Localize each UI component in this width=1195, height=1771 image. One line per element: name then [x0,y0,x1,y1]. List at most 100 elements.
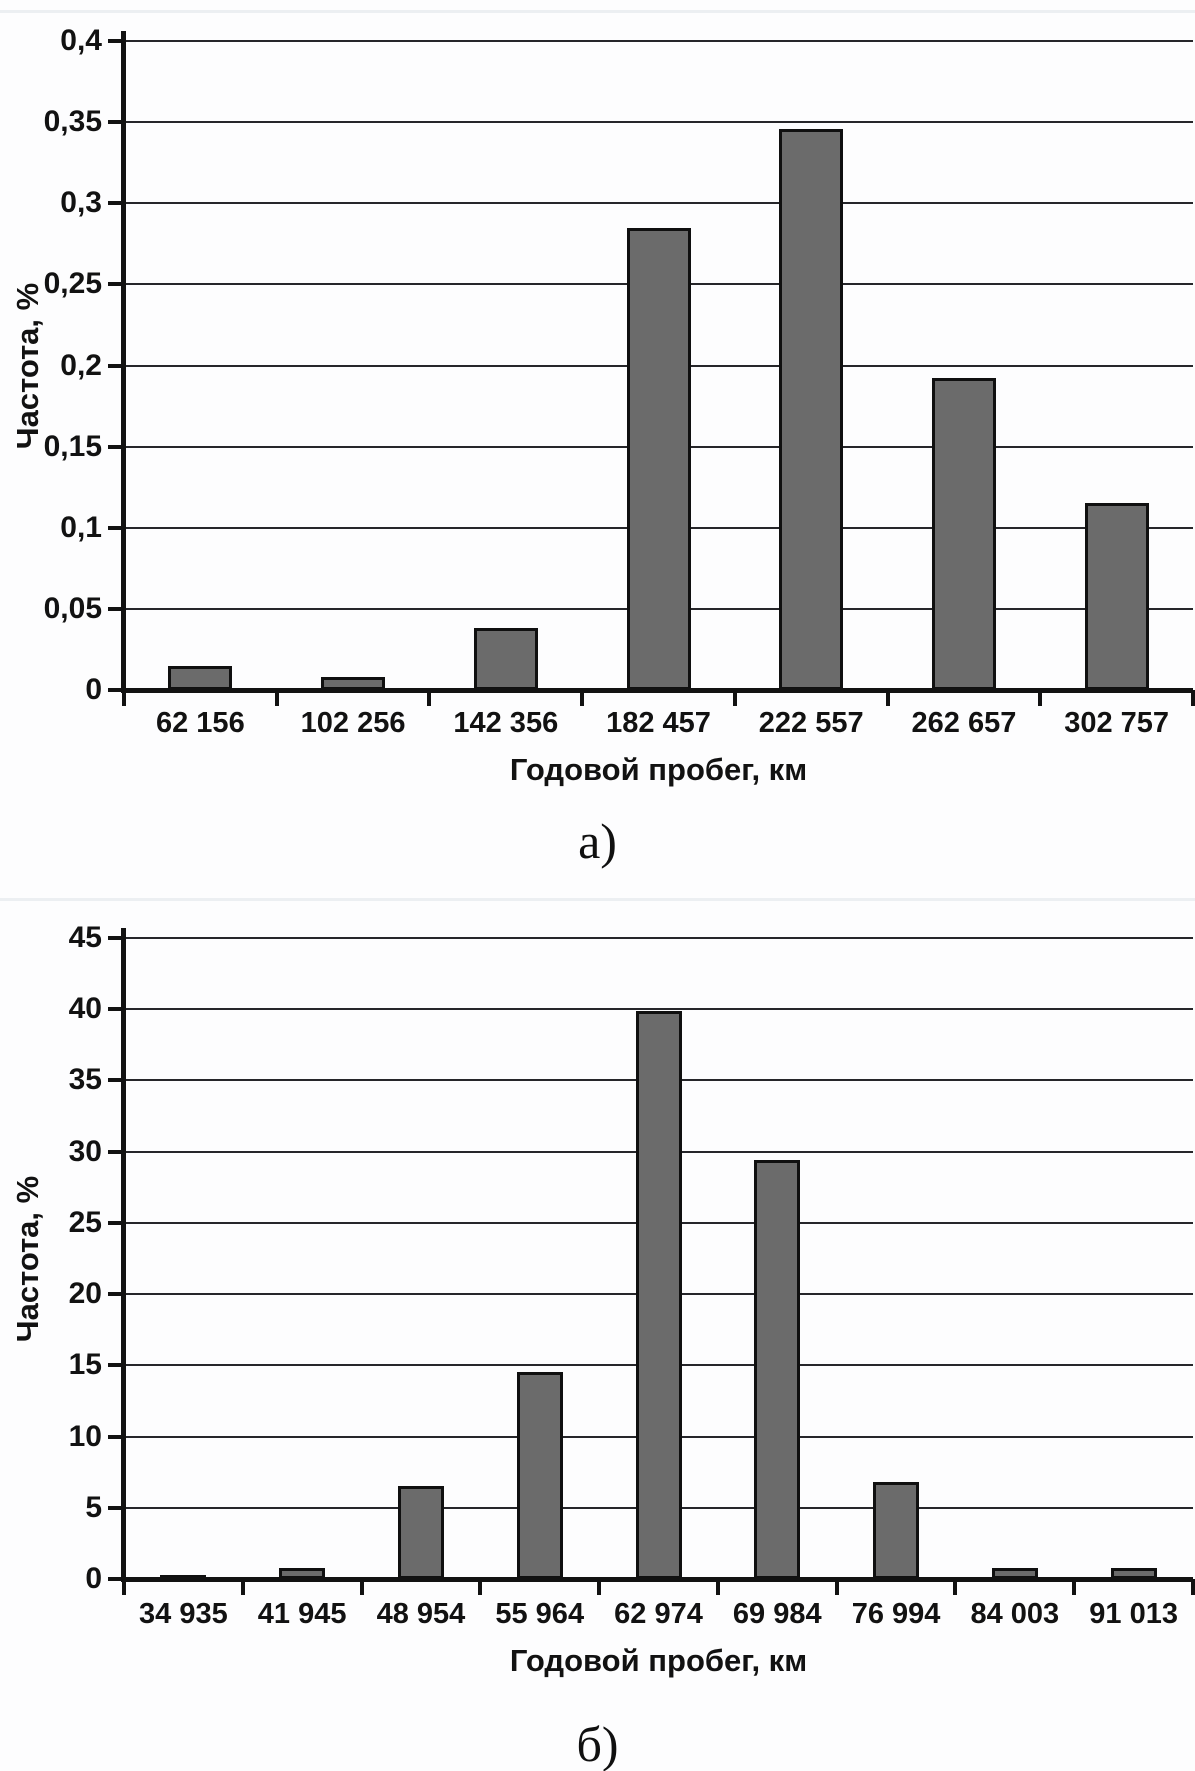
y-tick-label: 10 [68,1419,102,1453]
y-axis-tick [108,1220,124,1225]
y-axis-tick [108,688,124,692]
y-tick-label: 45 [68,921,102,954]
x-axis-tick [1191,1579,1195,1595]
chart-a-caption: а) [578,813,617,869]
y-axis-tick [108,363,124,368]
x-axis-tick [580,690,585,706]
figure-top-edge [0,898,1195,901]
x-tick-label: 41 945 [257,1598,347,1630]
x-tick-label: 76 994 [851,1598,941,1630]
chart-a-figure: 0 0,05 0,1 0,15 0,2 0,25 0,3 0,35 0,4 62 156 102 2… [0,0,1195,885]
bar [517,1372,563,1579]
y-tick-label: 20 [68,1277,102,1311]
y-tick-label: 0 [85,1562,102,1595]
bar [627,228,691,690]
bar [779,129,843,690]
gridline [124,40,1193,42]
x-axis-tick [122,690,126,706]
chart-b-caption: б) [576,1716,619,1771]
x-axis-tick [359,1579,364,1595]
y-axis-tick [108,936,124,940]
y-axis-tick [108,1505,124,1510]
x-tick-label: 48 954 [376,1598,466,1630]
chart-b-plot: 0 5 10 15 20 25 30 35 40 45 34 935 41 945 48 954 55 9… [0,885,1195,1771]
x-axis-tick [834,1579,839,1595]
y-tick-label: 0,35 [43,105,102,139]
bar [873,1482,919,1579]
x-tick-label: 262 657 [911,707,1017,739]
y-axis-line [121,928,126,1581]
y-axis-tick [108,1434,124,1439]
y-axis-title: Частота, % [10,1175,45,1342]
bar [168,666,232,690]
gridline [124,1008,1193,1011]
y-tick-label: 30 [68,1134,102,1168]
y-tick-label: 0,3 [60,186,102,220]
y-axis-tick [108,282,124,287]
x-tick-label: 142 356 [453,707,559,739]
y-tick-label: 35 [68,1063,102,1097]
y-tick-label: 0 [85,673,102,706]
x-tick-label: 182 457 [606,707,711,739]
y-axis-tick [108,1363,124,1368]
x-axis-tick [427,690,432,706]
x-axis-line [121,688,1193,693]
y-axis-tick [108,39,124,43]
y-tick-label: 40 [68,992,102,1026]
x-axis-tick [1072,1579,1077,1595]
x-axis-tick [240,1579,245,1595]
y-axis-tick [108,120,124,125]
y-tick-label: 0,15 [43,429,102,463]
y-tick-label: 0,4 [60,24,102,57]
x-tick-label: 222 557 [758,707,864,739]
y-axis-line [121,31,126,692]
x-tick-label: 302 757 [1064,707,1170,739]
x-axis-tick [597,1579,602,1595]
x-axis-tick [1038,690,1043,706]
y-axis-tick [108,606,124,611]
y-axis-title: Частота, % [10,282,45,449]
x-tick-label: 102 256 [300,707,406,739]
x-axis-tick [478,1579,483,1595]
bar [754,1160,800,1579]
y-axis-tick [108,1577,124,1581]
y-axis-tick [108,525,124,530]
y-tick-label: 15 [68,1348,102,1382]
y-axis-tick [108,1292,124,1297]
x-axis-title: Годовой пробег, км [509,752,808,787]
x-axis-title: Годовой пробег, км [509,1643,808,1678]
bar [474,628,538,690]
y-axis-tick [108,1149,124,1154]
x-axis-tick [715,1579,720,1595]
x-tick-label: 84 003 [970,1598,1060,1630]
y-tick-label: 5 [85,1490,102,1524]
x-axis-tick [885,690,890,706]
x-axis-line [121,1577,1193,1582]
x-tick-label: 69 984 [732,1598,822,1630]
x-axis-tick [732,690,737,706]
chart-a-plot: 0 0,05 0,1 0,15 0,2 0,25 0,3 0,35 0,4 62 156 102 2… [0,0,1195,885]
y-tick-label: 0,1 [60,510,102,544]
x-axis-tick [953,1579,958,1595]
x-tick-label: 55 964 [495,1598,585,1630]
y-tick-label: 0,25 [43,267,102,301]
y-axis-tick [108,444,124,449]
gridline [124,202,1193,205]
chart-b-figure: 0 5 10 15 20 25 30 35 40 45 34 935 41 945 48 954 55 9… [0,885,1195,1771]
bar [398,1486,444,1579]
y-axis-tick [108,1078,124,1083]
bar [1085,503,1149,690]
figure-top-edge [0,10,1195,13]
x-tick-label: 62 974 [614,1598,703,1630]
y-axis-tick [108,1007,124,1012]
x-tick-label: 91 013 [1089,1598,1178,1630]
x-axis-tick [1191,690,1195,706]
y-tick-label: 0,2 [60,348,102,382]
x-axis-tick [274,690,279,706]
y-tick-label: 25 [68,1205,102,1239]
y-tick-label: 0,05 [43,591,102,625]
bar [932,378,996,690]
bar [636,1011,682,1579]
gridline [124,937,1193,939]
